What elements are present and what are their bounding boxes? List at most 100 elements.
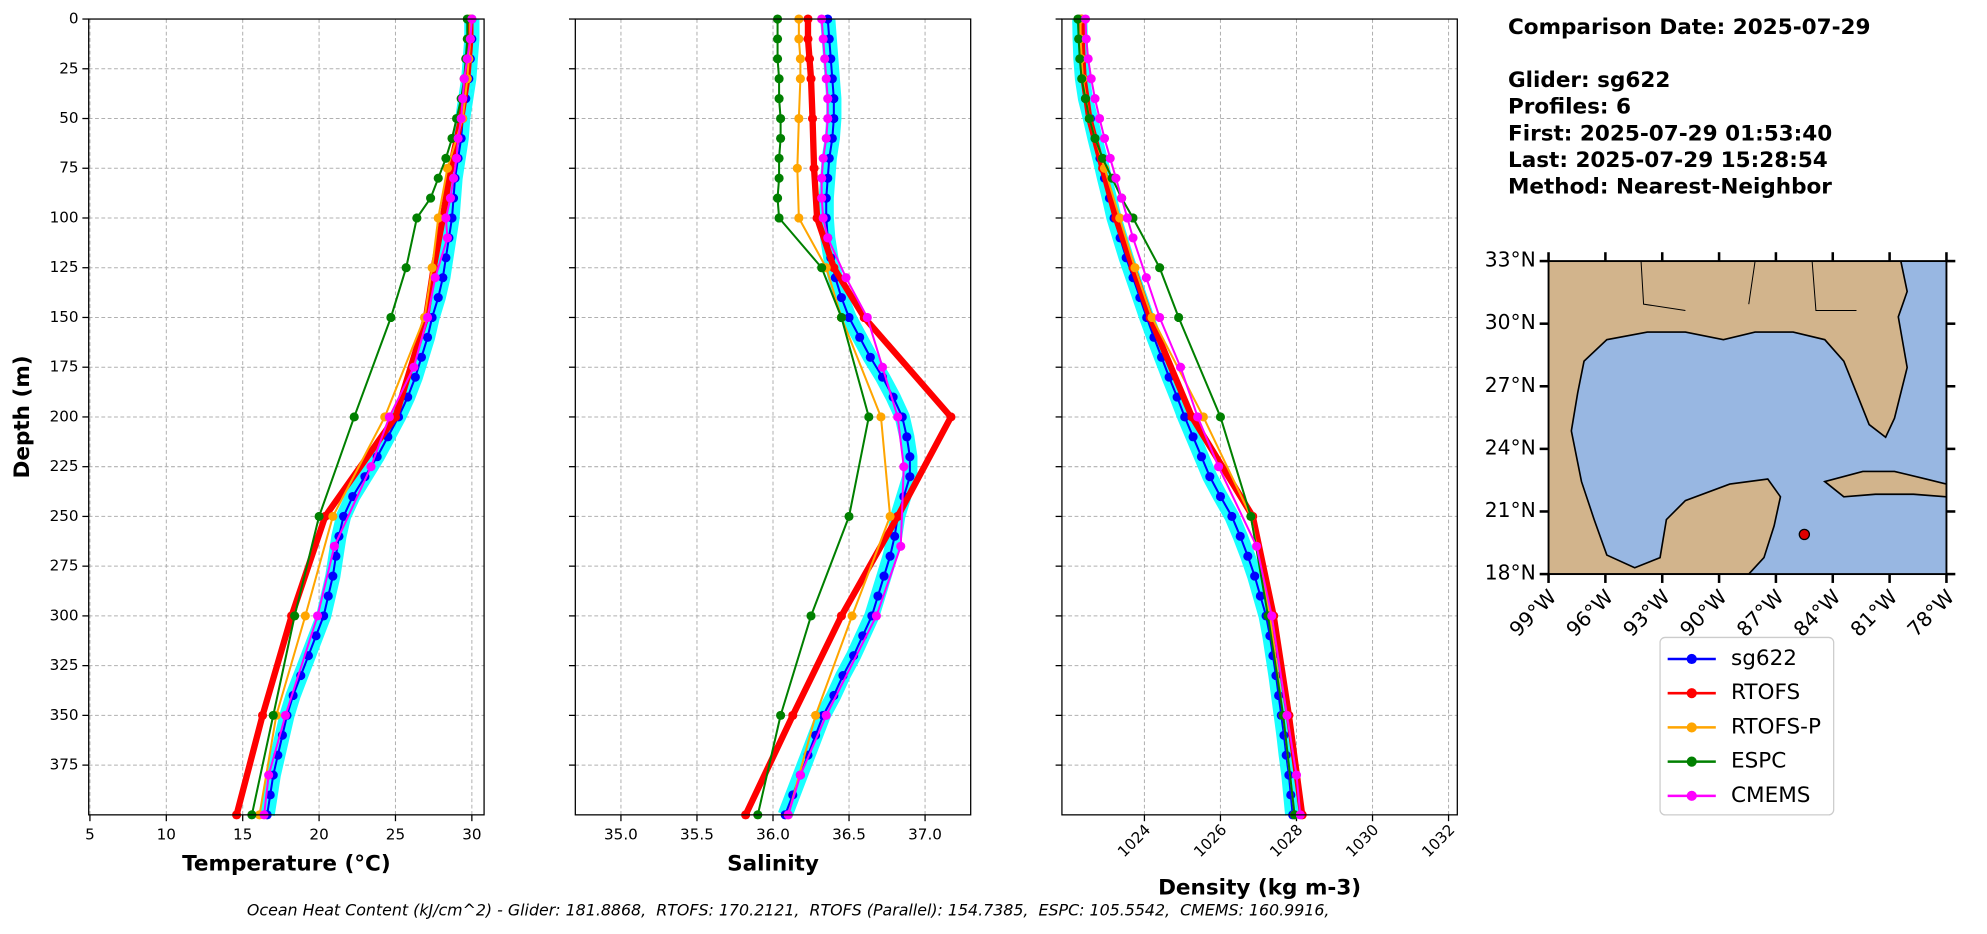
profile-point bbox=[823, 233, 833, 243]
profile-point bbox=[448, 173, 459, 183]
x-tick-label: 15 bbox=[233, 826, 252, 844]
profile-point bbox=[818, 153, 828, 163]
profile-line bbox=[787, 18, 905, 816]
profile-line bbox=[1084, 18, 1302, 815]
y-axis-label: Depth (m) bbox=[10, 355, 35, 478]
y-tick-label: 125 bbox=[50, 258, 79, 276]
profile-point bbox=[1243, 551, 1253, 561]
profile-point bbox=[1081, 34, 1091, 44]
profile-point bbox=[773, 34, 783, 44]
legend-label: ESPC bbox=[1731, 749, 1786, 774]
map-frame bbox=[1547, 260, 1948, 576]
profile-point bbox=[1086, 74, 1096, 84]
x-axis-label: Salinity bbox=[727, 851, 819, 876]
profile-point bbox=[823, 113, 833, 124]
profile-point bbox=[456, 113, 466, 124]
profile-point bbox=[864, 412, 874, 422]
profile-point bbox=[879, 571, 889, 581]
profile-point bbox=[416, 352, 427, 362]
profile-point bbox=[401, 263, 411, 273]
profile-point bbox=[829, 263, 839, 273]
profile-point bbox=[462, 54, 472, 64]
profile-point bbox=[433, 173, 443, 183]
legend-marker bbox=[1686, 688, 1697, 699]
profile-point bbox=[821, 133, 831, 143]
profile-point bbox=[433, 213, 443, 223]
profile-point bbox=[1090, 133, 1100, 143]
info-block: Comparison Date: 2025-07-29 Glider: sg62… bbox=[1508, 15, 1871, 200]
comparison-date: Comparison Date: 2025-07-29 bbox=[1508, 15, 1871, 40]
legend-marker bbox=[1686, 790, 1697, 801]
y-tick-label: 250 bbox=[50, 507, 79, 525]
profile-point bbox=[412, 213, 422, 223]
info-line: Last: 2025-07-29 15:28:54 bbox=[1508, 148, 1828, 173]
x-tick-label: 36.0 bbox=[756, 826, 790, 844]
profile-point bbox=[1255, 591, 1265, 601]
y-tick-label: 150 bbox=[50, 308, 79, 326]
profile-point bbox=[905, 452, 915, 462]
y-tick-label: 375 bbox=[50, 756, 79, 774]
profile-point bbox=[1090, 94, 1100, 104]
map-y-tick-label: 24°N bbox=[1485, 435, 1536, 459]
profile-point bbox=[280, 710, 291, 720]
profile-point bbox=[1267, 611, 1277, 621]
profile-point bbox=[441, 213, 451, 223]
profile-point bbox=[896, 541, 906, 551]
profile-point bbox=[817, 263, 827, 273]
profile-point bbox=[946, 412, 956, 422]
profile-point bbox=[809, 163, 819, 173]
profile-point bbox=[268, 710, 278, 720]
info-line: Method: Nearest-Neighbor bbox=[1508, 175, 1832, 200]
profile-point bbox=[821, 710, 831, 720]
profile-point bbox=[1180, 412, 1190, 422]
profile-point bbox=[1281, 750, 1291, 760]
map-y-tick-label: 33°N bbox=[1485, 248, 1536, 272]
legend-marker bbox=[1686, 653, 1697, 665]
profile-point bbox=[1205, 472, 1215, 482]
profile-point bbox=[841, 273, 851, 283]
info-line: Glider: sg622 bbox=[1508, 68, 1670, 93]
profile-point bbox=[855, 332, 865, 342]
profile-point bbox=[329, 541, 339, 551]
profile-point bbox=[776, 113, 786, 124]
profile-point bbox=[899, 462, 909, 472]
cuba bbox=[1823, 470, 1947, 498]
profile-point bbox=[422, 332, 433, 342]
profile-point bbox=[311, 631, 321, 641]
profile-point bbox=[264, 770, 274, 780]
x-tick-label: 35.5 bbox=[680, 826, 714, 844]
footer: Ocean Heat Content (kJ/cm^2) - Glider: 1… bbox=[247, 901, 1330, 920]
profile-point bbox=[774, 173, 784, 183]
profile-point bbox=[818, 213, 828, 223]
profile-point bbox=[1122, 213, 1132, 223]
profile-point bbox=[1095, 113, 1105, 124]
x-tick-label: 20 bbox=[309, 826, 328, 844]
profile-point bbox=[807, 113, 818, 124]
profile-point bbox=[409, 362, 419, 372]
y-tick-label: 200 bbox=[50, 407, 79, 425]
profile-point bbox=[876, 412, 886, 422]
y-tick-label: 325 bbox=[50, 656, 79, 674]
profile-point bbox=[794, 34, 804, 44]
legend-label: sg622 bbox=[1731, 646, 1797, 671]
profile-point bbox=[890, 531, 900, 541]
map-y-tick-label: 30°N bbox=[1485, 310, 1536, 334]
info-line: Profiles: 6 bbox=[1508, 95, 1631, 120]
profile-point bbox=[441, 253, 451, 263]
y-tick-label: 100 bbox=[50, 208, 79, 226]
profile-point bbox=[441, 153, 451, 163]
x-tick-label: 30 bbox=[462, 826, 481, 844]
profile-point bbox=[314, 511, 324, 521]
profile-point bbox=[328, 511, 338, 521]
profile-point bbox=[427, 263, 437, 273]
profile-point bbox=[433, 293, 443, 303]
profile-point bbox=[862, 312, 872, 323]
profile-point bbox=[1074, 34, 1084, 44]
profile-point bbox=[1080, 94, 1091, 104]
legend-label: RTOFS bbox=[1731, 680, 1800, 705]
profile-point bbox=[458, 94, 468, 104]
x-tick-label: 35.0 bbox=[604, 826, 638, 844]
profile-line bbox=[263, 18, 473, 815]
profile-point bbox=[1098, 153, 1108, 163]
